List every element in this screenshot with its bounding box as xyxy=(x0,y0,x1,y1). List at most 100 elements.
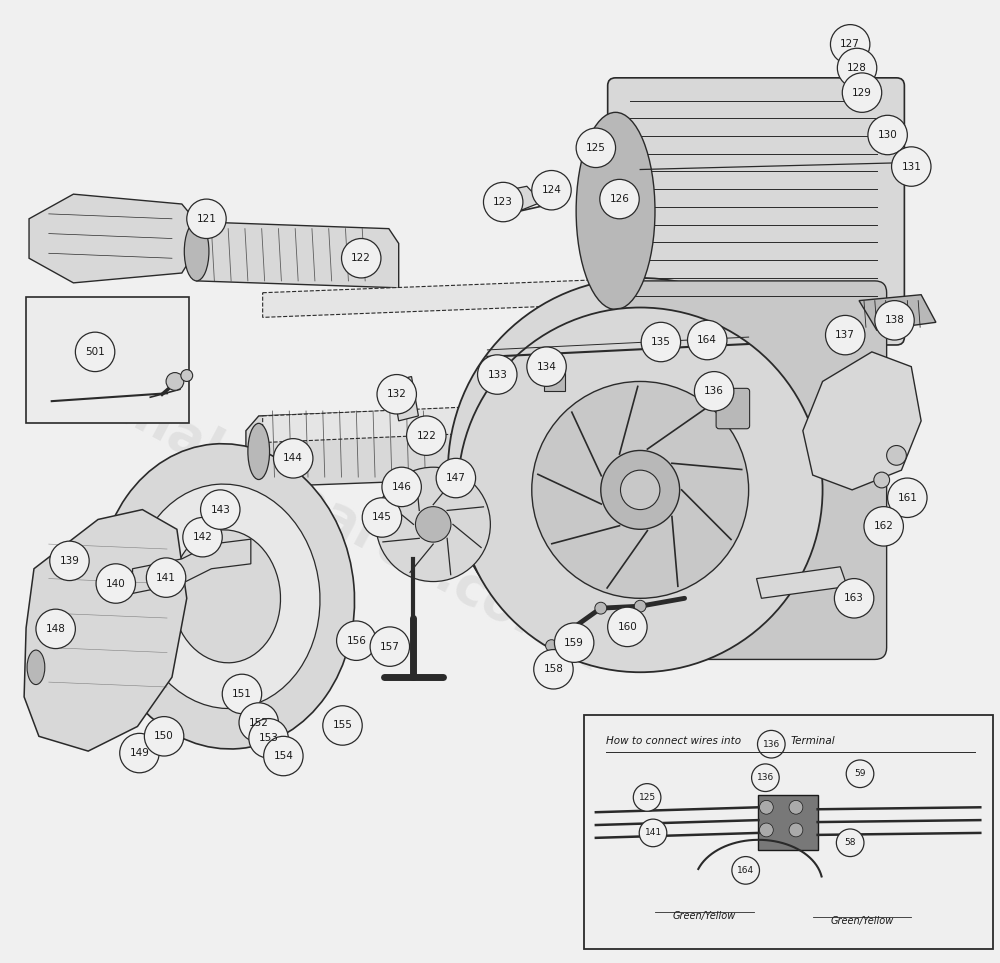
Ellipse shape xyxy=(248,424,270,480)
Circle shape xyxy=(274,438,313,478)
Text: 59: 59 xyxy=(854,769,866,778)
Text: 153: 153 xyxy=(259,733,279,743)
Circle shape xyxy=(560,627,572,638)
Circle shape xyxy=(554,623,594,663)
Circle shape xyxy=(887,446,906,465)
Circle shape xyxy=(134,744,147,758)
Circle shape xyxy=(532,170,571,210)
Text: 130: 130 xyxy=(878,130,898,140)
Text: 137: 137 xyxy=(835,330,855,340)
Text: 126: 126 xyxy=(610,195,629,204)
Circle shape xyxy=(362,498,402,537)
Circle shape xyxy=(478,354,517,394)
Text: 163: 163 xyxy=(844,593,864,603)
Circle shape xyxy=(36,610,75,649)
Circle shape xyxy=(874,472,890,488)
Circle shape xyxy=(249,718,288,758)
Text: 121: 121 xyxy=(197,214,216,223)
Polygon shape xyxy=(859,295,936,330)
Text: 58: 58 xyxy=(844,838,856,847)
Circle shape xyxy=(875,300,914,340)
Text: 133: 133 xyxy=(487,370,507,379)
Circle shape xyxy=(546,639,557,652)
Polygon shape xyxy=(24,509,187,751)
Circle shape xyxy=(382,467,421,507)
Circle shape xyxy=(842,73,882,113)
Circle shape xyxy=(407,416,446,455)
Circle shape xyxy=(239,703,278,742)
Text: How to connect wires into: How to connect wires into xyxy=(606,736,741,746)
Text: 128: 128 xyxy=(847,63,867,73)
Circle shape xyxy=(96,563,136,603)
Circle shape xyxy=(436,458,476,498)
Text: 140: 140 xyxy=(106,579,126,588)
Text: Green/Yellow: Green/Yellow xyxy=(830,916,894,925)
Circle shape xyxy=(266,729,279,743)
Text: 134: 134 xyxy=(537,362,556,372)
Text: 148: 148 xyxy=(46,624,66,634)
Text: 136: 136 xyxy=(763,740,780,748)
Ellipse shape xyxy=(184,221,209,281)
Circle shape xyxy=(187,199,226,239)
Circle shape xyxy=(633,784,661,811)
Circle shape xyxy=(376,467,490,582)
Ellipse shape xyxy=(576,113,655,309)
Text: 164: 164 xyxy=(737,866,754,874)
Text: 136: 136 xyxy=(757,773,774,782)
Text: 149: 149 xyxy=(130,748,149,758)
Text: 157: 157 xyxy=(380,641,400,652)
Text: 127: 127 xyxy=(840,39,860,49)
Circle shape xyxy=(532,381,749,598)
Text: 158: 158 xyxy=(544,664,563,674)
Circle shape xyxy=(608,608,647,646)
Text: 129: 129 xyxy=(852,88,872,97)
Text: 123: 123 xyxy=(493,197,513,207)
Text: 143: 143 xyxy=(210,505,230,514)
Text: 136: 136 xyxy=(704,386,724,397)
FancyBboxPatch shape xyxy=(716,388,750,429)
Text: 122: 122 xyxy=(351,253,371,263)
Circle shape xyxy=(839,31,851,42)
Circle shape xyxy=(75,332,115,372)
Ellipse shape xyxy=(27,650,45,685)
Circle shape xyxy=(377,375,416,414)
Circle shape xyxy=(120,734,159,772)
Text: 147: 147 xyxy=(446,473,466,483)
Text: 139: 139 xyxy=(60,556,79,566)
Text: Tanakaspares.co.uk: Tanakaspares.co.uk xyxy=(69,359,610,680)
Ellipse shape xyxy=(98,444,355,749)
Bar xyxy=(544,364,565,391)
Circle shape xyxy=(759,823,773,837)
Text: 145: 145 xyxy=(372,512,392,523)
FancyBboxPatch shape xyxy=(621,281,887,660)
Text: 164: 164 xyxy=(697,335,717,345)
Text: 162: 162 xyxy=(874,521,894,532)
Ellipse shape xyxy=(132,484,320,709)
Circle shape xyxy=(830,25,870,64)
Text: 161: 161 xyxy=(897,493,917,503)
Circle shape xyxy=(834,579,874,618)
Circle shape xyxy=(337,621,376,661)
Circle shape xyxy=(752,764,779,792)
Circle shape xyxy=(595,602,607,614)
Circle shape xyxy=(789,800,803,814)
Text: 501: 501 xyxy=(85,347,105,357)
Circle shape xyxy=(254,714,268,727)
Text: 156: 156 xyxy=(346,636,366,646)
Text: 150: 150 xyxy=(154,731,174,742)
Text: 144: 144 xyxy=(283,454,303,463)
Text: 154: 154 xyxy=(273,751,293,761)
Circle shape xyxy=(846,760,874,788)
Circle shape xyxy=(694,372,734,411)
Circle shape xyxy=(864,507,903,546)
Circle shape xyxy=(758,730,785,758)
Circle shape xyxy=(688,321,727,360)
Polygon shape xyxy=(133,539,251,593)
Circle shape xyxy=(620,470,660,509)
Text: 160: 160 xyxy=(618,622,637,632)
Circle shape xyxy=(601,451,680,530)
Text: 125: 125 xyxy=(586,143,606,153)
Circle shape xyxy=(183,517,222,557)
Circle shape xyxy=(576,128,616,168)
Bar xyxy=(584,715,993,950)
